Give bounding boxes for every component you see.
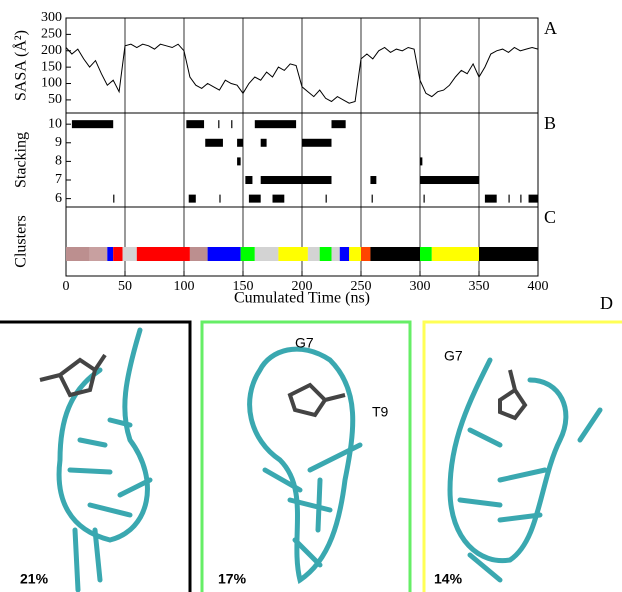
stacking-event xyxy=(528,194,538,203)
x-axis-label: Cumulated Time (ns) xyxy=(234,290,370,307)
stacking-event xyxy=(325,194,327,203)
cluster-segment xyxy=(240,247,255,261)
cluster-segment xyxy=(349,247,361,261)
bases xyxy=(67,417,153,592)
backbone xyxy=(56,327,150,543)
ligand xyxy=(287,382,346,418)
stacking-event xyxy=(237,157,241,166)
panel-letter: B xyxy=(544,113,556,133)
cluster-segment xyxy=(207,247,241,261)
structure-frame xyxy=(200,320,412,592)
structure-frame xyxy=(0,320,192,592)
structure-frame xyxy=(422,320,622,592)
stacking-event xyxy=(260,138,267,147)
stacking-event xyxy=(113,194,115,203)
residue-label: G7 xyxy=(295,335,314,351)
stacking-event xyxy=(302,138,332,147)
y-tick-label: 200 xyxy=(41,43,62,58)
structure-drawings xyxy=(56,327,603,592)
y-tick-label: 9 xyxy=(55,135,62,150)
panel-letter: C xyxy=(544,207,556,227)
cluster-segment xyxy=(370,247,420,261)
stacking-event xyxy=(254,120,297,129)
stacking-event xyxy=(205,138,223,147)
stacking-event xyxy=(484,194,497,203)
backbone xyxy=(247,346,356,585)
y-axis-label: Stacking xyxy=(13,132,30,188)
stacking-event xyxy=(420,157,423,166)
cluster-segment xyxy=(319,247,332,261)
bases xyxy=(457,407,603,583)
stacking-event xyxy=(423,194,425,203)
stacking-event xyxy=(248,194,261,203)
ligand xyxy=(39,353,107,398)
stacking-event xyxy=(245,176,253,185)
panel-letter: D xyxy=(600,293,613,313)
cluster-segment xyxy=(278,247,308,261)
y-tick-label: 50 xyxy=(48,92,62,107)
x-tick-label: 300 xyxy=(410,279,431,294)
stacking-event xyxy=(188,194,196,203)
x-tick-label: 150 xyxy=(233,279,254,294)
percent-label: 21% xyxy=(20,571,49,587)
x-tick-label: 250 xyxy=(351,279,372,294)
cluster-segment xyxy=(107,247,114,261)
panel-letter: A xyxy=(544,18,557,38)
stacking-event xyxy=(71,120,114,129)
y-tick-label: 7 xyxy=(55,172,62,187)
x-tick-label: 50 xyxy=(118,279,132,294)
bases xyxy=(262,442,363,568)
stacking-event xyxy=(272,194,285,203)
y-axis-label: SASA (Å²) xyxy=(12,30,30,101)
y-tick-label: 300 xyxy=(41,10,62,25)
stacking-event xyxy=(371,194,373,203)
cluster-segment xyxy=(254,247,279,261)
cluster-segment xyxy=(331,247,340,261)
cluster-segment xyxy=(307,247,320,261)
stacking-event xyxy=(370,176,377,185)
stacking-event xyxy=(231,120,233,129)
stacking-event xyxy=(219,194,221,203)
y-tick-label: 10 xyxy=(48,116,62,131)
y-tick-label: 100 xyxy=(41,76,62,91)
y-tick-label: 250 xyxy=(41,27,62,42)
stacking-event xyxy=(237,138,243,147)
stacking-event xyxy=(186,120,205,129)
cluster-segment xyxy=(113,247,123,261)
stacking-event xyxy=(218,120,220,129)
ligand xyxy=(498,369,528,421)
y-tick-label: 150 xyxy=(41,59,62,74)
cluster-segment xyxy=(420,247,432,261)
stacking-event xyxy=(331,120,346,129)
residue-label: G7 xyxy=(444,348,463,364)
percent-label: 14% xyxy=(434,571,463,587)
cluster-segment xyxy=(479,247,538,261)
cluster-segment xyxy=(136,247,190,261)
stacking-event xyxy=(520,194,522,203)
sasa-line xyxy=(65,43,539,104)
cluster-segment xyxy=(339,247,350,261)
percent-label: 17% xyxy=(218,571,247,587)
cluster-segment xyxy=(66,247,90,261)
stacking-event xyxy=(260,176,332,185)
cluster-segment xyxy=(189,247,208,261)
residue-label: T9 xyxy=(372,404,389,420)
x-tick-label: 200 xyxy=(292,279,313,294)
x-tick-label: 100 xyxy=(174,279,195,294)
y-tick-label: 6 xyxy=(55,191,62,206)
ligands xyxy=(39,353,528,421)
backbone xyxy=(447,357,569,564)
y-axis-label: Clusters xyxy=(13,215,30,267)
x-tick-label: 400 xyxy=(528,279,549,294)
x-tick-label: 0 xyxy=(63,279,70,294)
cluster-segment xyxy=(122,247,137,261)
stacking-event xyxy=(508,194,510,203)
x-tick-label: 350 xyxy=(469,279,490,294)
y-tick-label: 8 xyxy=(55,154,62,169)
cluster-segment xyxy=(431,247,479,261)
stacking-event xyxy=(420,176,479,185)
cluster-segment xyxy=(89,247,108,261)
cluster-segment xyxy=(361,247,371,261)
